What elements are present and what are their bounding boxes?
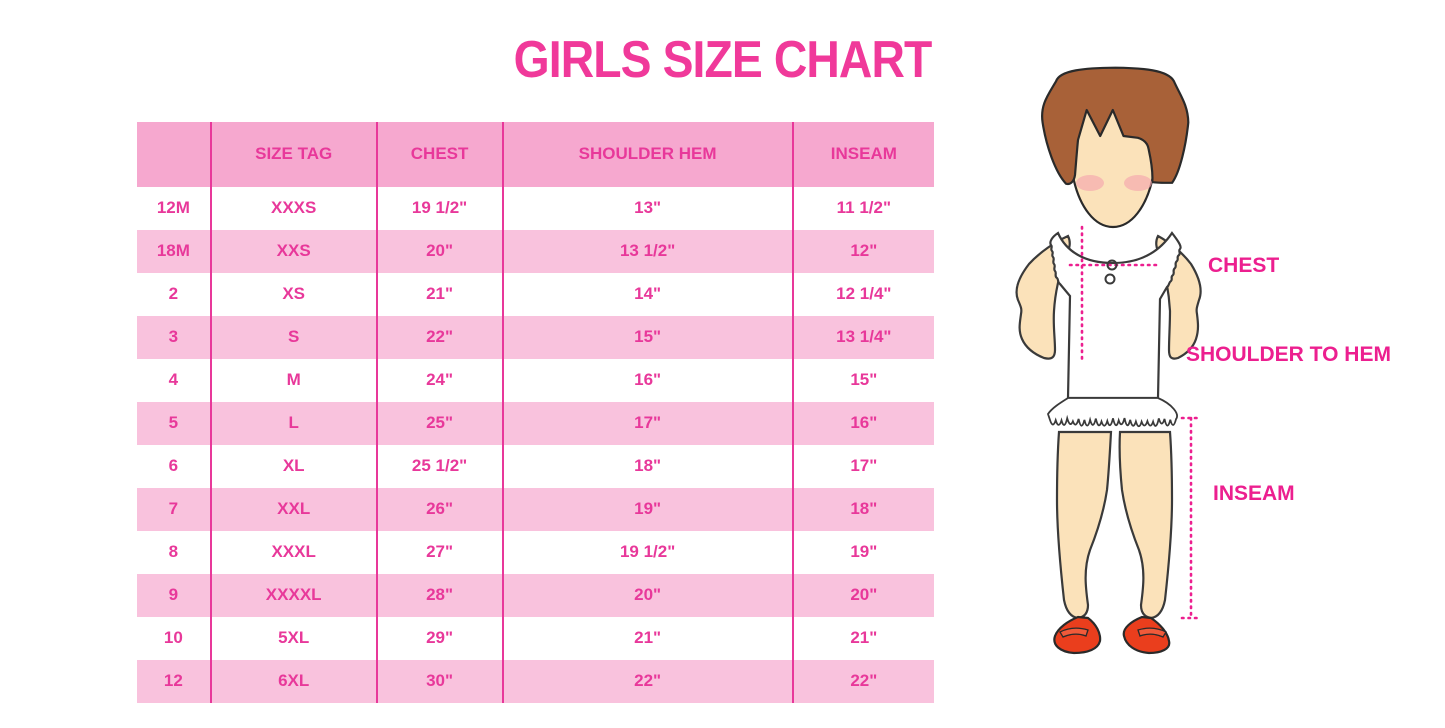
svg-text:SHOULDER TO HEM: SHOULDER TO HEM: [1186, 343, 1391, 366]
svg-text:CHEST: CHEST: [1208, 254, 1279, 277]
svg-text:INSEAM: INSEAM: [1213, 482, 1295, 505]
